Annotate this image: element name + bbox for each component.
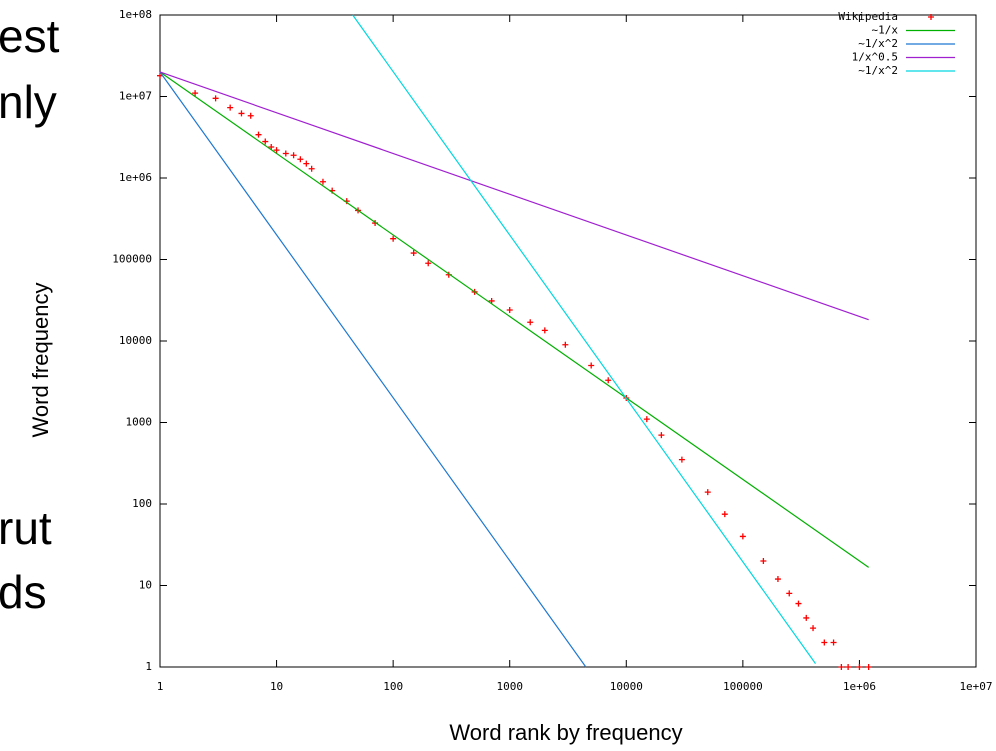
x-tick-label: 1e+06: [843, 680, 876, 693]
slide-text: nly: [0, 76, 57, 128]
legend-swatch: [928, 14, 934, 20]
slide-text: ds: [0, 566, 47, 618]
series-line: [159, 71, 870, 568]
x-tick-label: 1e+07: [959, 680, 992, 693]
data-point: [678, 456, 685, 463]
data-point: [865, 664, 872, 670]
data-point: [192, 90, 199, 97]
plot-background: [100, 0, 996, 700]
data-point: [803, 614, 810, 621]
y-axis-label: Word frequency: [28, 283, 53, 438]
data-point: [303, 160, 310, 167]
data-point: [774, 576, 781, 583]
data-point: [425, 260, 432, 267]
data-point: [856, 664, 863, 670]
data-point: [541, 327, 548, 334]
data-point: [290, 152, 297, 159]
y-tick-label: 10: [139, 579, 152, 592]
y-tick-label: 1: [145, 660, 152, 673]
y-tick-label: 1e+07: [119, 90, 152, 103]
data-point: [658, 432, 665, 439]
data-point: [562, 341, 569, 348]
data-point: [810, 625, 817, 632]
data-point: [795, 600, 802, 607]
data-point: [282, 150, 289, 157]
data-point: [845, 664, 852, 670]
y-tick-label: 10000: [119, 334, 152, 347]
x-tick-label: 1000: [496, 680, 523, 693]
x-tick-label: 1: [157, 680, 164, 693]
data-point: [297, 156, 304, 163]
data-point: [488, 297, 495, 304]
data-point: [255, 131, 262, 138]
series-line: [159, 71, 587, 668]
x-tick-label: 10000: [610, 680, 643, 693]
x-axis-label: Word rank by frequency: [449, 720, 682, 745]
legend-label: ~1/x^2: [858, 37, 898, 50]
data-point: [238, 110, 245, 117]
series-line: [352, 14, 816, 664]
data-point: [721, 511, 728, 518]
y-tick-label: 1e+08: [119, 8, 152, 21]
data-point: [739, 533, 746, 540]
data-point: [588, 362, 595, 369]
data-point: [247, 112, 254, 119]
data-point: [830, 639, 837, 646]
data-point: [308, 165, 315, 172]
y-tick-label: 1000: [126, 416, 153, 429]
data-point: [527, 319, 534, 326]
data-point: [605, 377, 612, 384]
y-tick-label: 100: [132, 497, 152, 510]
slide-text: rut: [0, 502, 52, 554]
data-point: [643, 416, 650, 423]
series-line: [159, 71, 869, 321]
y-tick-label: 100000: [112, 253, 152, 266]
data-point: [704, 489, 711, 496]
data-point: [786, 590, 793, 597]
data-point: [410, 250, 417, 257]
data-point: [838, 664, 845, 670]
slide-text: est: [0, 10, 60, 62]
data-point: [760, 557, 767, 564]
data-point: [506, 307, 513, 314]
x-tick-label: 100: [383, 680, 403, 693]
data-point: [821, 639, 828, 646]
legend-label: ~1/x^2: [858, 64, 898, 77]
y-tick-label: 1e+06: [119, 171, 152, 184]
data-point: [262, 138, 269, 145]
data-point: [227, 104, 234, 111]
x-tick-label: 10: [270, 680, 283, 693]
data-point: [273, 147, 280, 154]
x-tick-label: 100000: [723, 680, 763, 693]
legend-label: Wikipedia: [838, 10, 898, 23]
data-point: [212, 95, 219, 102]
data-point: [319, 178, 326, 185]
data-point: [390, 235, 397, 242]
legend-label: ~1/x: [872, 24, 899, 37]
legend-label: 1/x^0.5: [852, 51, 898, 64]
